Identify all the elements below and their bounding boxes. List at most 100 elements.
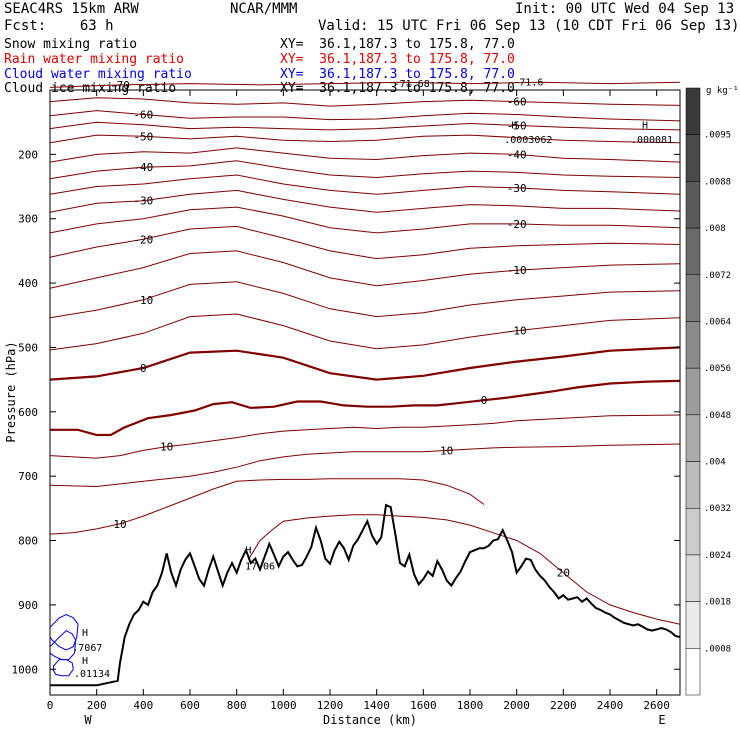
x-tick-label: 2000 [503,699,530,712]
terrain-outline [50,503,681,687]
isotherm-line [247,514,681,625]
isotherm-label: -10 [133,294,153,307]
x-tick-label: 200 [87,699,107,712]
extremum-label: 17.06 [245,561,275,572]
isotherm-line [49,250,681,289]
cloud-water-contour [53,659,74,677]
isotherm-line [49,147,681,163]
field-xy-snow: XY= 36.1,187.3 to 175.8, 77.0 [280,37,515,52]
colorbar-swatch [685,227,701,276]
colorbar-label: .0056 [704,364,731,374]
colorbar-unit: g kg⁻¹ [706,86,739,96]
isotherm-label: -20 [507,218,527,231]
isotherm-label: 10 [160,441,173,454]
y-tick-label: 500 [18,341,38,354]
isotherm-label: -30 [133,195,153,208]
colorbar-swatch [685,367,701,416]
extremum-label: .0003062 [504,135,552,146]
colorbar-label: .0018 [704,598,731,608]
isotherm-line [49,414,681,459]
isotherm-line [49,346,681,381]
isotherm-line [49,478,485,535]
isotherm-line [49,281,681,319]
extremum-label: -71.6 [513,77,543,88]
isotherm-lines: -70 -60 -60 -50 -50 -40 -40 -30 -30 -20 -20 -10 -10 -… [49,79,681,625]
x-tick-label: 2200 [550,699,577,712]
y-tick-label: 1000 [12,663,39,676]
y-axis-label: Pressure (hPa) [4,341,18,442]
x-tick-label: 2400 [597,699,624,712]
x-tick-label: 1200 [317,699,344,712]
colorbar-swatch [685,414,701,462]
colorbar-label: .0064 [704,317,731,327]
plot-frame [49,89,681,696]
isotherm-label: -70 [110,79,130,92]
axes: 0 200 400 600 800 1000 1200 1400 1600 1800 2000 220… [12,90,680,712]
y-tick-label: 900 [18,599,38,612]
x-tick-label: 0 [47,699,54,712]
x-tick-label: 1400 [363,699,390,712]
isotherm-line [49,160,681,180]
colorbar-swatch [685,274,701,322]
contour-labels: -71.68 -71.6 H .0003062 H .000081 H 17.06 H .7067… [72,77,673,679]
isotherm-label: -40 [133,161,153,174]
x-axis-label: Distance (km) [323,713,417,727]
isotherm-line [50,379,681,437]
colorbar-label: .004 [704,458,726,468]
colorbar-label: .0032 [704,504,731,514]
colorbar-swatch [685,461,701,509]
colorbar-label: .0095 [704,131,731,141]
y-tick-label: 300 [18,213,38,226]
west-label: W [84,713,92,727]
y-tick-label: 200 [18,148,38,161]
isotherm-label: -60 [133,108,153,121]
field-name-cloud-water: Cloud water mixing ratio [4,67,192,82]
colorbar-swatch [685,181,701,229]
isotherm-label: -10 [507,264,527,277]
isotherm-label: -30 [507,182,527,195]
field-name-snow: Snow mixing ratio [4,37,138,52]
extremum-label: -71.68 [394,79,430,90]
isotherm-line [49,134,681,144]
isotherm-line [49,81,681,88]
colorbar-label: .0072 [704,271,731,281]
y-tick-label: 700 [18,470,38,483]
isotherm-line [49,189,681,213]
isotherm-label: -50 [507,119,527,132]
terrain-line [50,503,681,687]
isotherm-label: -50 [133,130,153,143]
colorbar-swatch [685,507,701,556]
field-xy-cloud-ice: XY= 36.1,187.3 to 175.8, 77.0 [280,81,515,96]
extremum-label: H [245,545,251,556]
field-xy-cloud-water: XY= 36.1,187.3 to 175.8, 77.0 [280,67,515,82]
extremum-label: H [511,121,517,132]
init-time: Init: 00 UTC Wed 04 Sep 13 [515,1,735,17]
x-tick-label: 400 [133,699,153,712]
isotherm-label: -20 [133,233,153,246]
colorbar-label: .008 [704,224,726,234]
isotherm-line [49,206,681,234]
colorbar-swatch [685,321,701,369]
isotherm-line [49,313,681,351]
isotherm-line [49,110,681,122]
isotherm-line [49,121,681,131]
y-tick-label: 600 [18,406,38,419]
colorbar-swatch [685,601,701,649]
extremum-label: H [642,121,648,132]
field-name-rain: Rain water mixing ratio [4,52,185,67]
isotherm-label: -40 [507,148,527,161]
isotherm-label: -10 [507,325,527,338]
colorbar-swatch [685,554,701,602]
extremum-label: H [82,628,88,639]
isotherm-line [49,225,681,260]
isotherm-label: 10 [113,518,126,531]
colorbar: .0095 .0088 .008 .0072 .0064 .0056 .0048 .004 .0… [685,87,731,696]
colorbar-swatch [685,134,701,182]
field-name-cloud-ice: Cloud ice mixing ratio [4,81,177,96]
colorbar-label: .0024 [704,551,731,561]
isotherm-line [49,443,681,488]
y-tick-label: 400 [18,277,38,290]
colorbar-label: .0048 [704,411,731,421]
isotherm-label: 0 [140,362,147,375]
